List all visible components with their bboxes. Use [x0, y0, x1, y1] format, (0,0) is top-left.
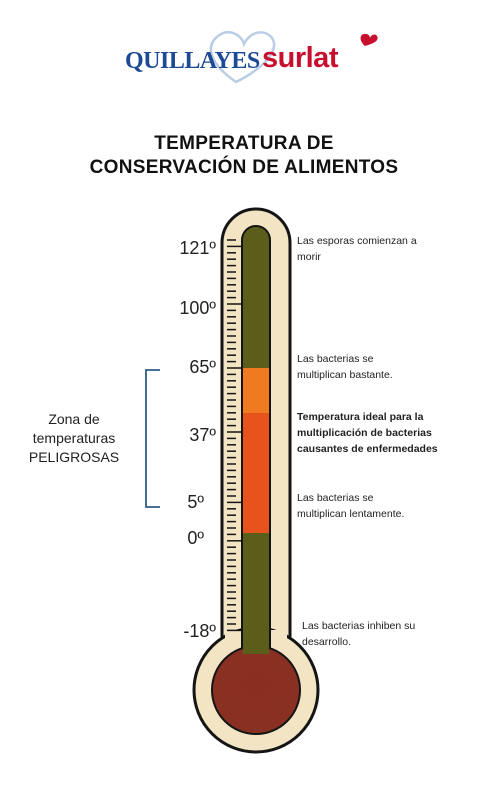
tick-label-5: 5º [187, 492, 204, 512]
logo-quillayes: QUILLAYES [125, 48, 260, 74]
logo-surlat: surlat [262, 42, 338, 74]
tick-label-65: 65º [189, 357, 216, 377]
desc-minus-18: Las bacterias inhiben su desarrollo. [302, 620, 416, 648]
tick-label-100: 100º [179, 298, 216, 318]
danger-zone-label: Zona de temperaturas PELIGROSAS [28, 411, 120, 465]
zone-red [243, 413, 269, 533]
desc-5: Las bacterias se multiplican lentamente. [297, 492, 405, 520]
danger-zone-bracket [145, 369, 160, 508]
desc-37: Temperatura ideal para la multiplicación… [297, 411, 438, 455]
title-line-1: TEMPERATURA DE [154, 133, 334, 154]
tick-label-121: 121º [179, 238, 216, 258]
title-line-2: CONSERVACIÓN DE ALIMENTOS [89, 157, 399, 178]
tick-label-minus-18: -18º [183, 621, 216, 641]
zone-orange [243, 368, 269, 413]
tick-label-37: 37º [189, 425, 216, 445]
tick-label-0: 0º [187, 528, 204, 548]
desc-65: Las bacterias se multiplican bastante. [297, 353, 393, 381]
heart-outline-icon [209, 31, 276, 84]
desc-121: Las esporas comienzan a morir [297, 235, 417, 263]
scale-ticks [227, 239, 241, 632]
thermometer-bulb [211, 645, 301, 735]
brand-logo: QUILLAYES surlat [118, 22, 380, 88]
